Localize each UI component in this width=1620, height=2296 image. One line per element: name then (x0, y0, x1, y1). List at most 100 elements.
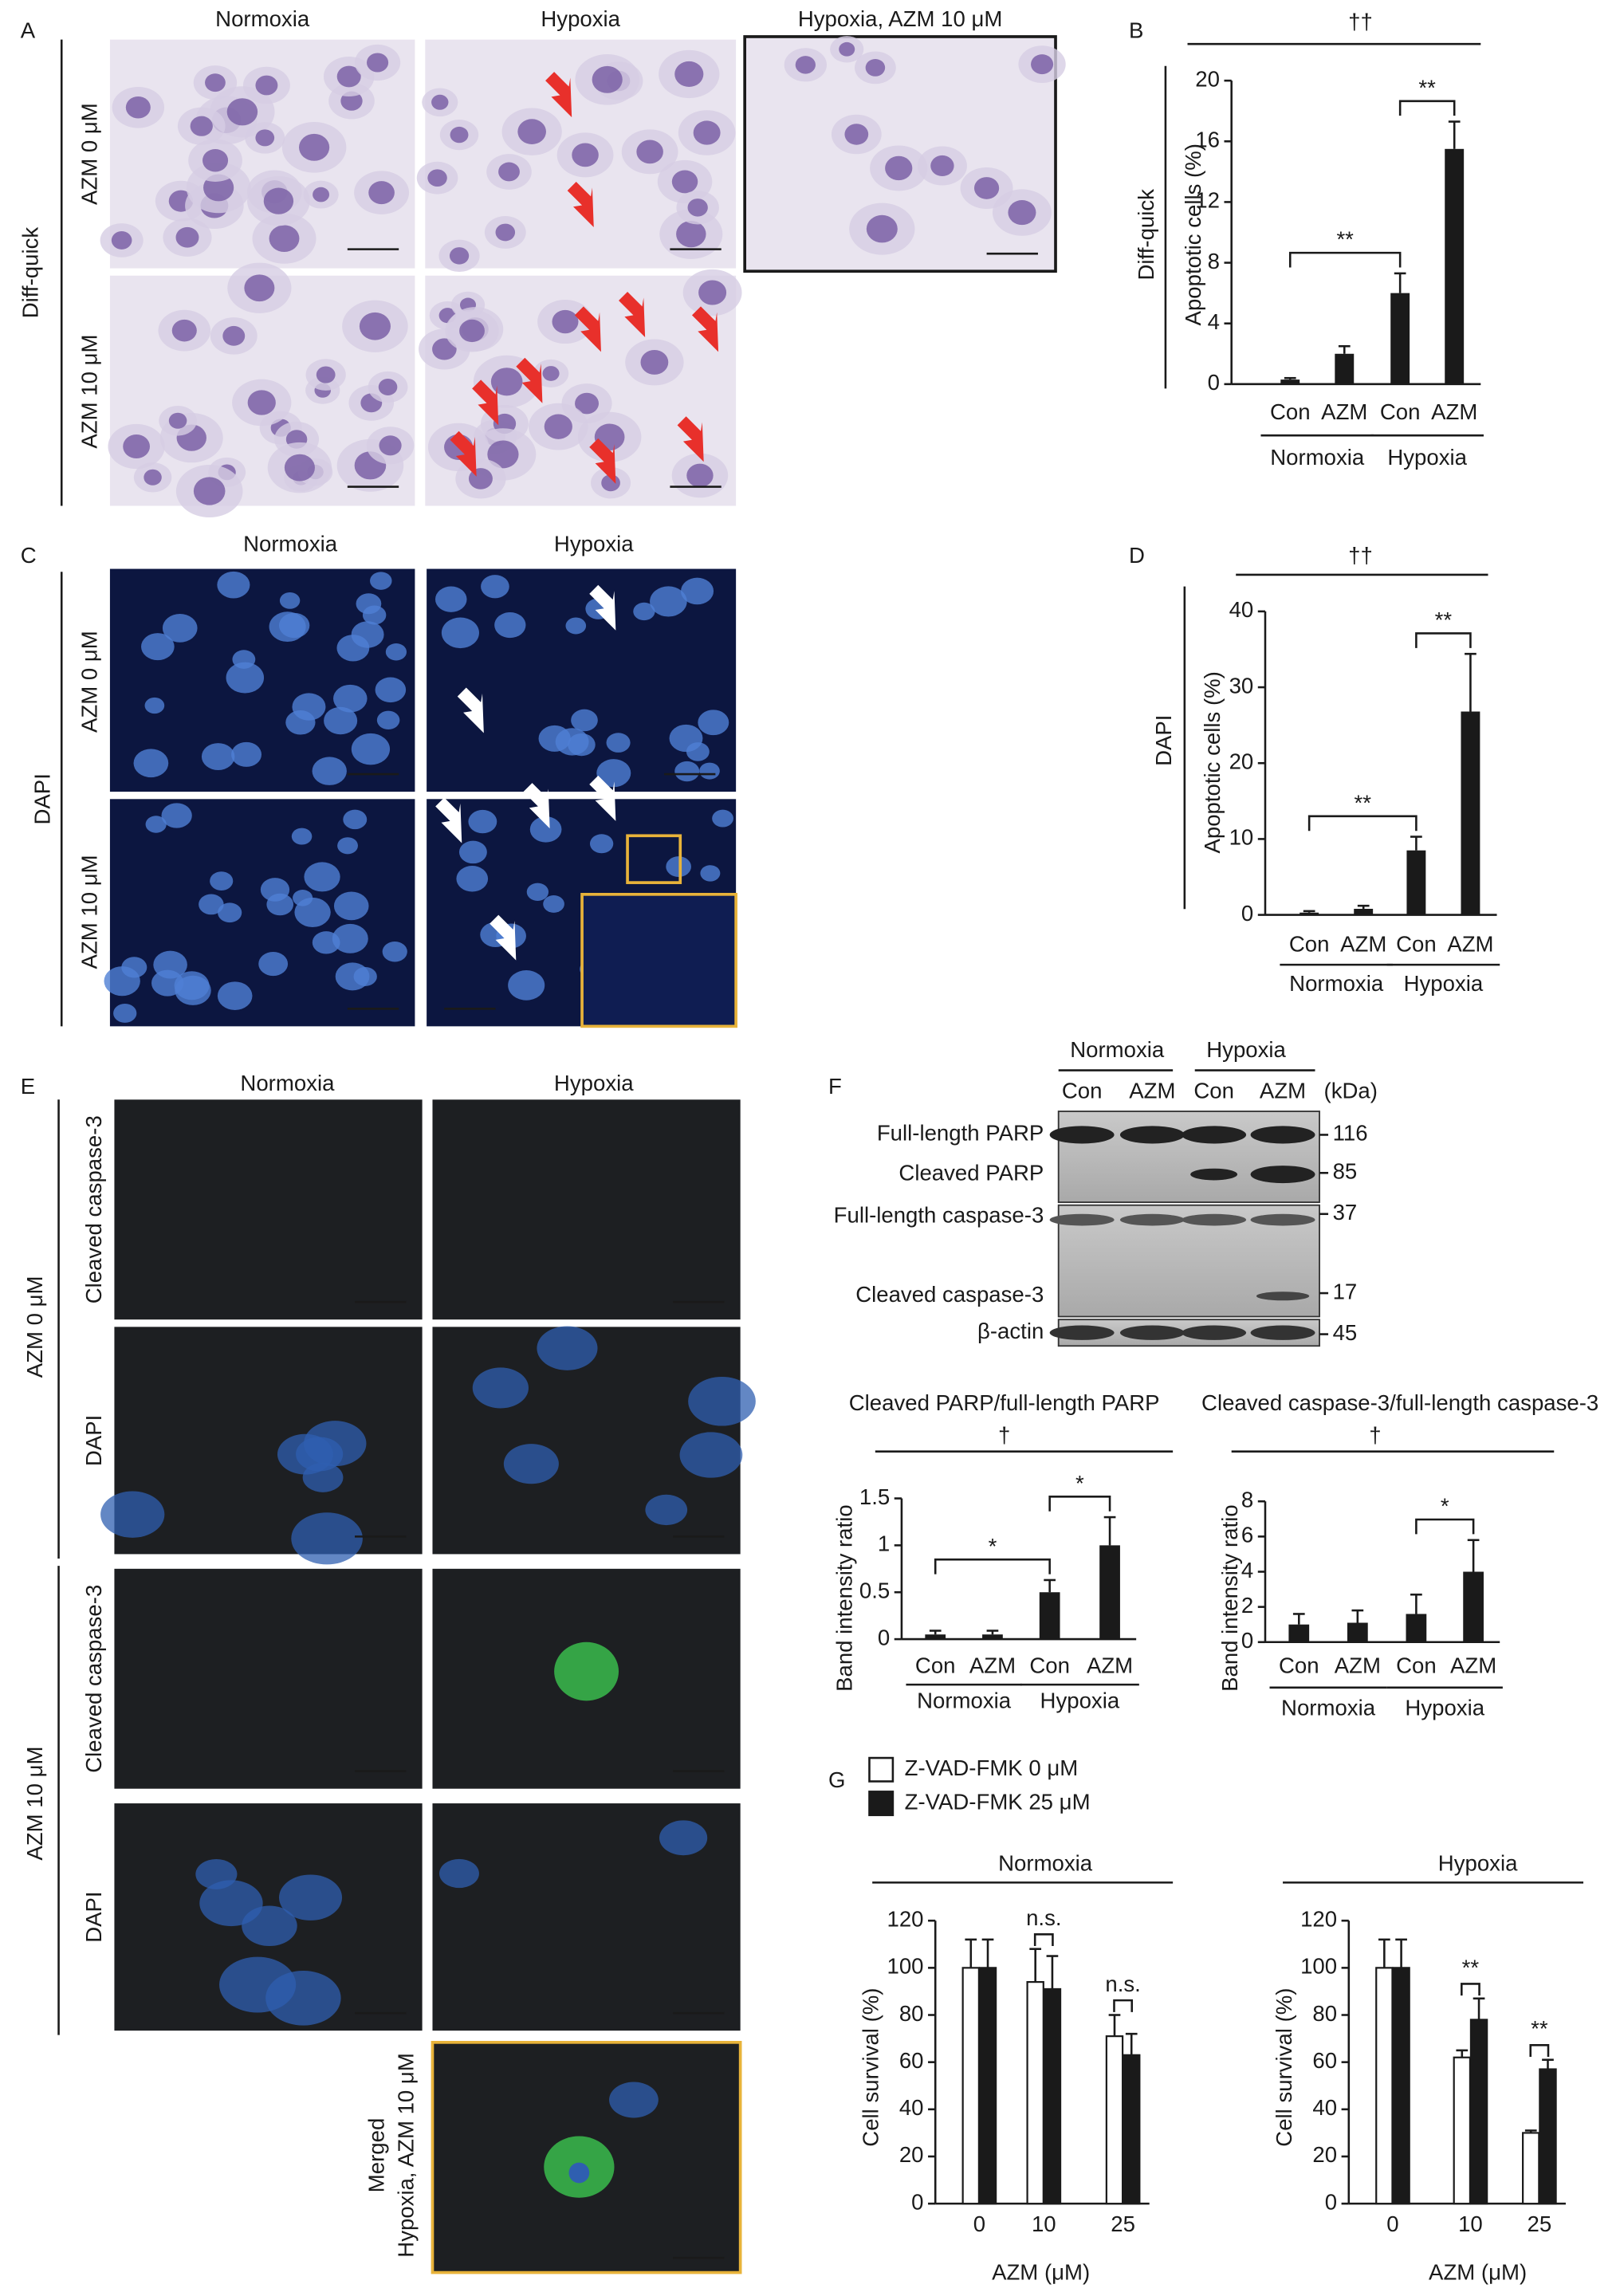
y-tick-label: 40 (1229, 597, 1254, 622)
group-label: Hypoxia (1404, 971, 1484, 996)
y-tick-label: 80 (1312, 2001, 1337, 2026)
bar (1039, 1592, 1060, 1640)
significance-label: * (1075, 1471, 1084, 1496)
arrow (589, 775, 616, 821)
cell-nucleus (481, 575, 509, 599)
significance-label: n.s. (1105, 1972, 1140, 1996)
cell-nucleus (231, 741, 262, 767)
x-tick-label: Con (1396, 931, 1437, 956)
cell-nucleus (572, 143, 599, 167)
cell-nucleus (674, 61, 704, 88)
cell-nucleus (278, 612, 310, 639)
cell-nucleus (199, 894, 224, 915)
cell-nucleus (368, 181, 395, 205)
cell-nucleus (266, 893, 294, 916)
y-tick-label: 1.5 (859, 1484, 890, 1509)
blot-group: Hypoxia (1206, 1037, 1286, 1062)
cell-nucleus (503, 1444, 559, 1484)
arrow (589, 584, 616, 631)
panel-letter: E (21, 1074, 35, 1099)
arrow (545, 72, 572, 118)
significance-label: ** (1418, 75, 1436, 100)
cell-nucleus (294, 897, 331, 927)
y-tick-label: 10 (1229, 825, 1254, 850)
band (1250, 1126, 1315, 1144)
row-label: AZM 10 μM (77, 855, 101, 969)
cell-nucleus (498, 162, 520, 182)
cell-nucleus (844, 124, 869, 145)
cell-nucleus (973, 177, 1000, 199)
bar (1445, 148, 1465, 384)
significance-label: * (989, 1534, 997, 1559)
cell-nucleus (333, 684, 368, 713)
cell-nucleus (544, 414, 572, 439)
bar (1099, 1545, 1120, 1640)
significance-label: ** (1336, 227, 1354, 252)
x-tick-label: AZM (1335, 1653, 1381, 1677)
y-axis-label: Cell survival (%) (1272, 1987, 1296, 2146)
x-tick-label: AZM (1340, 931, 1386, 956)
cell-nucleus (299, 133, 330, 161)
cell-nucleus (175, 226, 199, 248)
x-axis-label: AZM (μM) (992, 2260, 1090, 2285)
band (1182, 1126, 1247, 1144)
cell-nucleus (353, 966, 377, 986)
significance-label: n.s. (1026, 1905, 1061, 1930)
cell-nucleus (278, 1874, 343, 1921)
x-tick-label: AZM (1431, 399, 1477, 424)
cell-nucleus (495, 223, 516, 242)
cell-nucleus (226, 662, 265, 694)
x-tick-label: Con (1396, 1653, 1437, 1677)
cell-nucleus (609, 2082, 659, 2118)
cell-nucleus (277, 1433, 333, 1475)
row-label: AZM 0 μM (22, 1276, 47, 1378)
panel-letter: C (21, 543, 37, 568)
cell-nucleus (263, 187, 294, 214)
cell-nucleus (333, 891, 369, 921)
y-tick-label: 120 (887, 1906, 924, 1931)
panel-letter: A (21, 18, 36, 43)
arrow (490, 914, 517, 961)
bar (1453, 2056, 1472, 2205)
cell-nucleus (456, 866, 489, 892)
cell-nucleus (589, 834, 614, 854)
micrograph (114, 1099, 423, 1320)
cell-nucleus (930, 155, 954, 177)
x-axis-label: AZM (μM) (1429, 2260, 1527, 2285)
cell-nucleus (592, 65, 623, 93)
x-tick-label: Con (1279, 1653, 1319, 1677)
arrow (677, 416, 704, 462)
band (1119, 1126, 1185, 1144)
cell-nucleus (441, 617, 479, 649)
cell-nucleus (693, 120, 721, 145)
x-tick-label: AZM (1087, 1653, 1133, 1677)
cell-nucleus (712, 809, 733, 828)
overall-significance: †† (1348, 10, 1373, 34)
band (1190, 1168, 1238, 1181)
column-header: Normoxia (243, 531, 338, 556)
cell-nucleus (568, 2162, 590, 2184)
cell-nucleus (168, 412, 187, 429)
band (1049, 1126, 1115, 1144)
cell-nucleus (439, 1858, 479, 1889)
cell-nucleus (313, 187, 330, 202)
cell-nucleus (382, 941, 407, 962)
cell-nucleus (375, 677, 407, 703)
arrow (567, 182, 594, 228)
row-label: AZM 10 μM (77, 334, 101, 448)
y-tick-label: 100 (887, 1954, 924, 1979)
chart-title: Normoxia (998, 1851, 1093, 1876)
cell-nucleus (494, 611, 526, 639)
cell-nucleus (537, 1326, 598, 1370)
significance-label: ** (1531, 2016, 1548, 2041)
cell-nucleus (336, 635, 370, 662)
cell-nucleus (370, 572, 392, 590)
cell-nucleus (571, 709, 598, 732)
bar (1390, 293, 1410, 384)
cell-nucleus (681, 577, 714, 605)
significance-label: ** (1435, 607, 1453, 632)
legend-swatch (868, 1791, 895, 1817)
y-tick-label: 20 (1229, 749, 1254, 774)
channel-label: DAPI (81, 1891, 106, 1942)
cell-nucleus (659, 1820, 708, 1856)
